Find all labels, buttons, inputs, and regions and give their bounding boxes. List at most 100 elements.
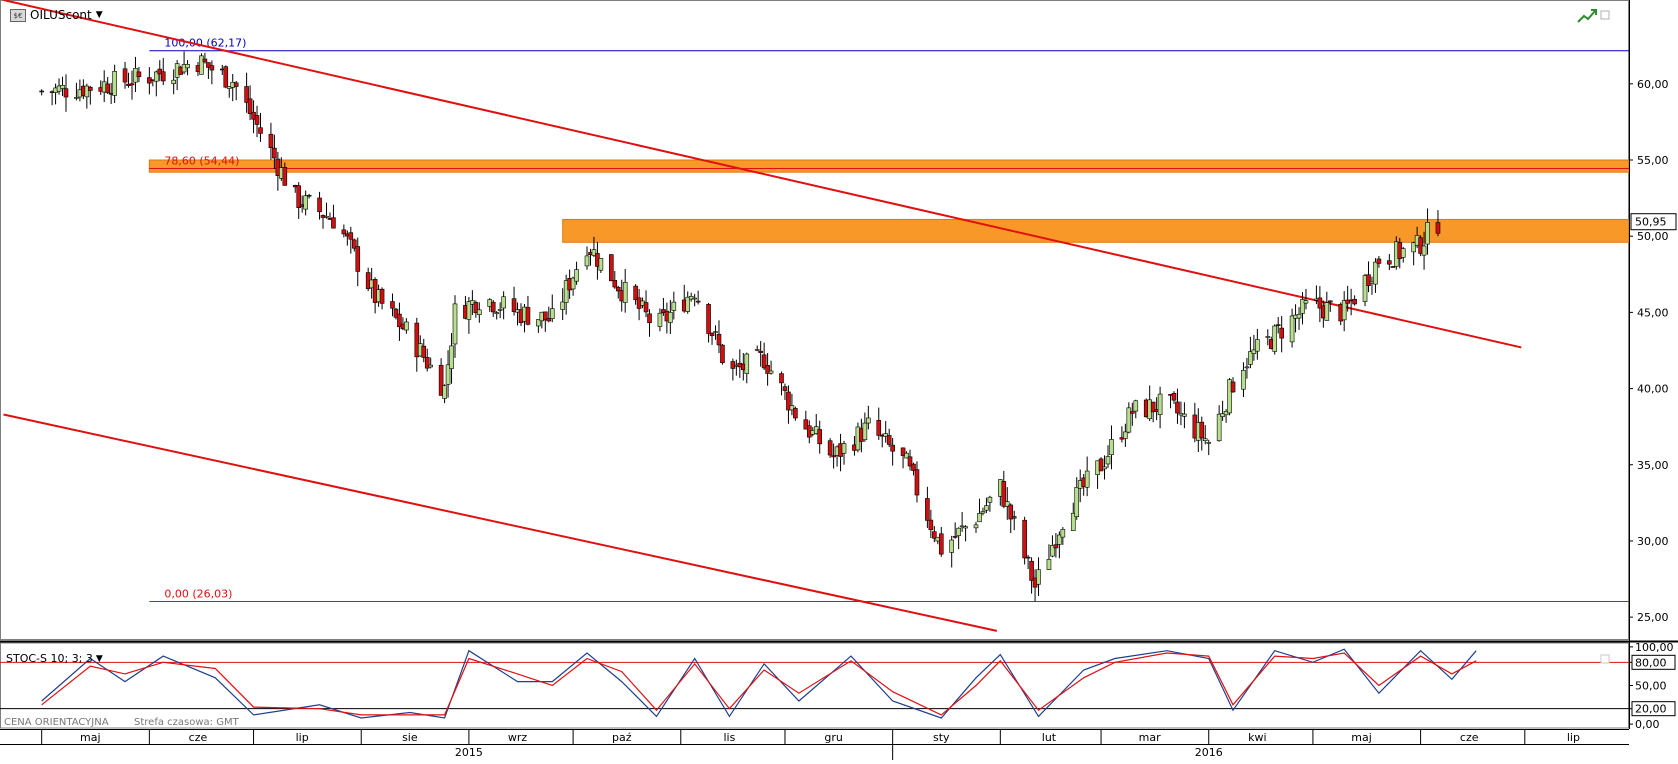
candle-up [744,353,750,374]
candle-down [424,357,430,369]
stochastic-reference-box [1631,701,1676,717]
month-label: maj [80,731,101,744]
candle-down [268,133,274,149]
candle-down [348,232,354,240]
candle-down [233,82,239,87]
candle-down [1275,324,1281,327]
candle-down [1390,266,1396,268]
candle-down [525,307,531,325]
candle-down [1022,519,1027,559]
candle-up [171,79,176,84]
year-label: 2015 [455,746,483,759]
candle-up [984,505,989,511]
stochastic-tick-label: 20,00 [1635,703,1667,716]
candle-down [414,322,420,358]
candle-up [584,255,590,267]
month-label: mar [1139,731,1161,744]
candle-down [932,531,937,539]
indicator-selector[interactable]: STOC-S 10; 3; 3 ▼ [6,652,103,665]
candle-down [1001,481,1007,507]
candle-down [355,246,361,272]
candle-up [1004,501,1010,507]
stochastic-k-line [41,648,1477,719]
candle-down [244,86,249,103]
candle-down [490,301,496,313]
candle-up [1400,248,1406,258]
candle-down [1279,327,1284,339]
price-tick-label: 45,00 [1637,306,1669,319]
price-tick-label: 35,00 [1637,459,1669,472]
candle-down [831,455,836,458]
month-label: wrz [508,731,528,744]
candle-up [904,452,909,459]
stochastic-tick-label: 0,00 [1635,718,1660,731]
candle-up [959,525,965,528]
candle-up [494,312,499,314]
candle-down [543,311,548,321]
candle-up [1425,222,1430,245]
candle-down [223,66,229,88]
price-tick-label: 25,00 [1637,611,1669,624]
candle-down [1435,222,1441,234]
candle-up [497,309,503,311]
candle-up [1244,366,1250,369]
candle-down [907,456,913,467]
stochastic-tick-label: 100,00 [1635,641,1674,654]
resistance-zone [148,159,1630,173]
candle-up [445,364,451,385]
candle-down [1352,298,1357,305]
candle-up [883,433,889,437]
candle-down [1008,504,1014,520]
candle-up [598,258,604,271]
candle-down [136,71,142,78]
candle-down [612,280,618,288]
fibonacci-level-label: 0,00 (26,03) [164,587,232,600]
candle-down [1011,516,1017,519]
candle-down [88,86,93,91]
candle-up [199,55,204,75]
candle-up [1206,442,1212,444]
stochastic-tick-label: 50,00 [1635,680,1667,693]
candle-up [1133,400,1139,412]
candle-up [1060,529,1066,538]
candle-down [928,519,934,531]
price-tick-label: 60,00 [1637,78,1669,91]
restore-icon[interactable] [1600,654,1610,664]
candle-up [977,513,982,523]
chevron-down-icon[interactable]: ▼ [95,10,103,20]
candle-up [1265,336,1271,338]
candle-up [574,269,579,282]
candle-down [709,333,715,336]
month-label: lip [296,731,309,744]
candle-up [1157,393,1163,415]
candle-down [1171,393,1177,401]
candle-up [1341,300,1347,321]
symbol-name: OILUScont [30,8,92,22]
candle-down [647,313,652,324]
candle-up [1303,300,1309,304]
candle-down [1345,299,1350,304]
price-tick-label: 55,00 [1637,154,1669,167]
candle-down [1366,274,1371,286]
price-tick-label: 40,00 [1637,383,1669,396]
candle-up [1070,512,1076,531]
candle-up [862,422,868,441]
candle-down [925,498,930,521]
candle-up [84,85,90,98]
trend-arrow-icon[interactable] [1577,10,1596,23]
candle-down [633,285,638,301]
candle-up [1411,242,1416,253]
candle-up [60,84,65,89]
candle-up [466,301,472,320]
month-label: paź [612,731,632,744]
chevron-down-icon[interactable]: ▼ [95,653,103,664]
candle-down [1029,560,1034,581]
restore-icon[interactable] [1600,10,1610,20]
candle-up [324,216,329,218]
candle-up [1109,439,1114,456]
candle-down [1098,458,1104,472]
candle-up [671,301,677,311]
candle-down [421,345,427,358]
symbol-selector[interactable]: $€ OILUScont ▼ [10,6,103,24]
